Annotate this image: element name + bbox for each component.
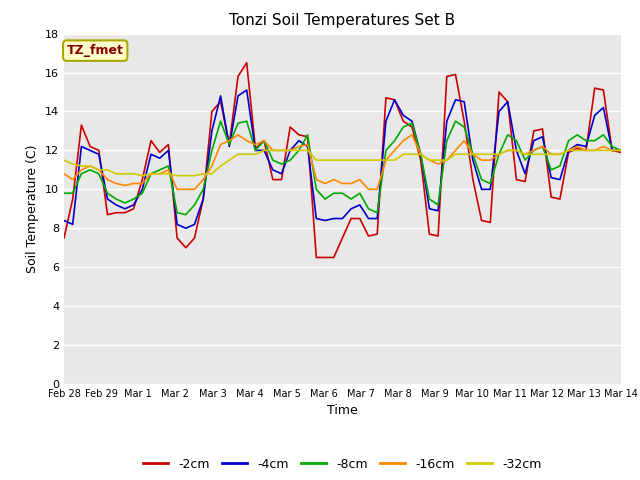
-8cm xyxy=(312,186,320,192)
-8cm xyxy=(182,212,189,217)
-4cm xyxy=(243,87,250,93)
-8cm xyxy=(200,186,207,192)
-8cm xyxy=(617,147,625,153)
-16cm xyxy=(365,186,372,192)
-4cm xyxy=(312,216,320,221)
-16cm xyxy=(556,151,564,157)
-32cm xyxy=(365,157,372,163)
-32cm xyxy=(138,173,146,179)
-8cm xyxy=(60,191,68,196)
Text: TZ_fmet: TZ_fmet xyxy=(67,44,124,57)
-8cm xyxy=(217,119,225,124)
Legend: -2cm, -4cm, -8cm, -16cm, -32cm: -2cm, -4cm, -8cm, -16cm, -32cm xyxy=(138,453,547,476)
-4cm xyxy=(617,147,625,153)
-16cm xyxy=(312,177,320,182)
-2cm xyxy=(225,142,233,147)
Line: -32cm: -32cm xyxy=(64,150,621,176)
-4cm xyxy=(60,217,68,223)
-4cm xyxy=(182,226,189,231)
Line: -2cm: -2cm xyxy=(64,63,621,257)
-2cm xyxy=(191,235,198,241)
-16cm xyxy=(243,138,250,144)
-2cm xyxy=(243,60,250,66)
Title: Tonzi Soil Temperatures Set B: Tonzi Soil Temperatures Set B xyxy=(229,13,456,28)
-16cm xyxy=(200,177,207,182)
-8cm xyxy=(365,206,372,212)
-2cm xyxy=(600,87,607,93)
-2cm xyxy=(365,233,372,239)
-2cm xyxy=(617,149,625,155)
-32cm xyxy=(260,147,268,153)
-4cm xyxy=(556,177,564,182)
-8cm xyxy=(556,163,564,169)
-32cm xyxy=(60,157,68,163)
-32cm xyxy=(556,151,564,157)
X-axis label: Time: Time xyxy=(327,405,358,418)
-8cm xyxy=(600,132,607,138)
Y-axis label: Soil Temperature (C): Soil Temperature (C) xyxy=(26,144,40,273)
-2cm xyxy=(60,235,68,241)
-4cm xyxy=(234,93,242,99)
Line: -16cm: -16cm xyxy=(64,135,621,189)
-32cm xyxy=(617,147,625,153)
-2cm xyxy=(304,134,312,140)
-2cm xyxy=(556,196,564,202)
-4cm xyxy=(200,196,207,202)
-16cm xyxy=(600,144,607,149)
-8cm xyxy=(243,119,250,124)
-32cm xyxy=(600,147,607,153)
-2cm xyxy=(312,254,320,260)
-16cm xyxy=(60,171,68,177)
-16cm xyxy=(617,147,625,153)
-4cm xyxy=(365,216,372,221)
-16cm xyxy=(234,132,242,138)
-32cm xyxy=(200,171,207,177)
-4cm xyxy=(600,105,607,110)
-32cm xyxy=(234,151,242,157)
-32cm xyxy=(312,157,320,163)
Line: -8cm: -8cm xyxy=(64,121,621,215)
-16cm xyxy=(173,186,181,192)
Line: -4cm: -4cm xyxy=(64,90,621,228)
